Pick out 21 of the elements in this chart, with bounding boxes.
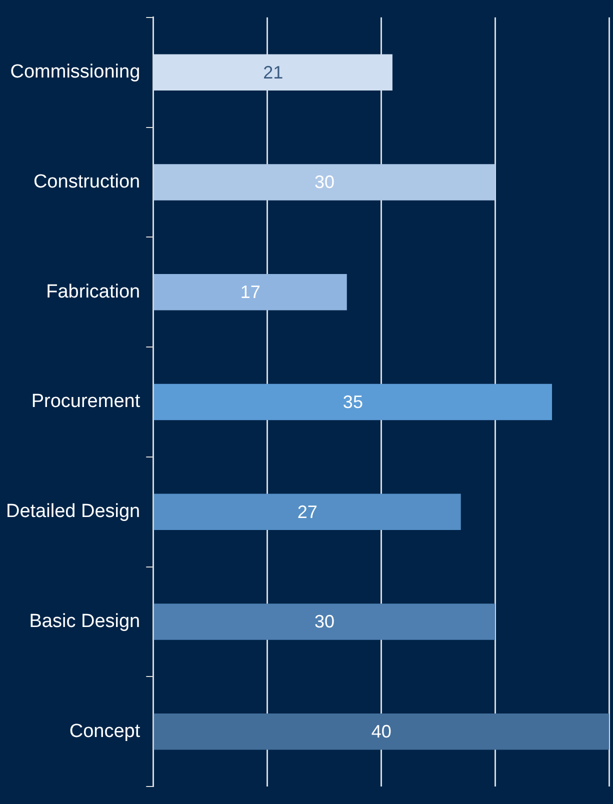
y-tick-label: Fabrication [46,281,140,302]
data-label: 30 [314,172,334,192]
y-tick-label: Basic Design [29,611,140,632]
data-label: 30 [314,612,334,632]
data-label: 40 [371,722,392,742]
bar [154,494,461,530]
bar [154,274,347,310]
y-tick-label: Detailed Design [6,501,140,522]
y-tick-label: Construction [33,171,140,192]
data-label: 35 [342,392,363,412]
data-label: 21 [263,62,284,82]
bar [154,714,609,750]
bar [154,604,496,640]
data-label: 27 [297,502,318,522]
y-tick-label: Commissioning [10,62,140,83]
y-tick-label: Concept [69,720,141,742]
y-tick-label: Procurement [31,391,141,412]
data-label: 17 [240,282,260,302]
bar [154,164,496,200]
bar [154,384,552,420]
bar [154,54,392,90]
